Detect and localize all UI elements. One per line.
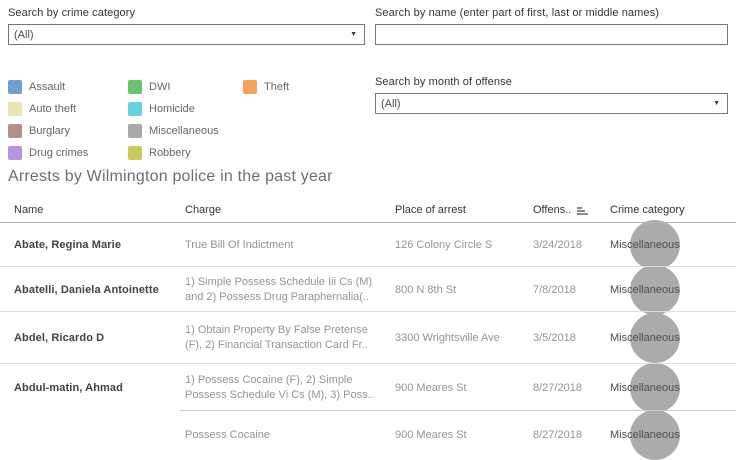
name-cell: Abatelli, Daniela Antoinette [14, 283, 159, 296]
legend-item-robbery[interactable]: Robbery [128, 146, 243, 160]
month-dropdown-value: (All) [381, 97, 401, 110]
name-search-input[interactable] [375, 24, 728, 45]
legend-item-theft[interactable]: Theft [243, 80, 289, 94]
category-cell: Miscellaneous [610, 313, 736, 363]
month-dropdown[interactable]: (All) ▼ [375, 93, 728, 114]
legend-item-label: Miscellaneous [149, 125, 219, 137]
legend-item-label: Homicide [149, 103, 195, 115]
legend-item-label: Drug crimes [29, 147, 89, 159]
legend-item-label: Robbery [149, 147, 191, 159]
row-divider [180, 410, 736, 411]
legend-item-label: Burglary [29, 125, 70, 137]
place-cell: 800 N 8th St [395, 283, 457, 296]
name-search-label: Search by name (enter part of first, las… [375, 7, 659, 19]
category-circle-mark[interactable] [630, 264, 680, 315]
assault-swatch-icon [8, 80, 22, 94]
name-search-filter: Search by name (enter part of first, las… [375, 7, 728, 45]
header-divider [0, 222, 736, 223]
category-label: Miscellaneous [610, 429, 680, 441]
legend-item-homicide[interactable]: Homicide [128, 102, 243, 116]
column-header-offense-label: Offens.. [533, 204, 572, 216]
chevron-down-icon: ▼ [350, 31, 357, 38]
legend-item-miscellaneous[interactable]: Miscellaneous [128, 124, 243, 138]
column-header-charge[interactable]: Charge [185, 204, 222, 216]
table-body: Abate, Regina Marie True Bill Of Indictm… [0, 220, 736, 460]
category-circle-mark[interactable] [630, 410, 680, 460]
category-circle-mark[interactable] [630, 362, 680, 413]
offense-date-cell: 3/5/2018 [533, 332, 576, 344]
legend-item-dwi[interactable]: DWI [128, 80, 243, 94]
theft-swatch-icon [243, 80, 257, 94]
place-cell: 126 Colony Circle S [395, 239, 493, 251]
auto-theft-swatch-icon [8, 102, 22, 116]
category-circle-mark[interactable] [630, 313, 680, 363]
homicide-swatch-icon [128, 102, 142, 116]
crime-category-filter: Search by crime category (All) ▼ [8, 7, 365, 45]
month-filter: Search by month of offense (All) ▼ [375, 76, 728, 114]
row-divider [0, 266, 736, 267]
offense-date-cell: 8/27/2018 [533, 381, 582, 394]
legend-column-1: Assault Auto theft Burglary Drug crimes [8, 80, 128, 160]
name-cell: Abdel, Ricardo D [14, 332, 105, 344]
charge-cell: 1) Simple Possess Schedule Iii Cs (M) an… [185, 275, 373, 303]
charge-cell: 1) Possess Cocaine (F), 2) Simple Posses… [185, 373, 374, 401]
table-row[interactable]: Abate, Regina Marie True Bill Of Indictm… [0, 220, 736, 270]
legend-column-3: Theft [243, 80, 289, 160]
table-row[interactable]: Possess Cocaine 900 Meares St 8/27/2018 … [0, 410, 736, 460]
sort-ascending-icon[interactable] [577, 206, 589, 215]
table-row[interactable]: Abdul-matin, Ahmad 1) Possess Cocaine (F… [0, 362, 736, 413]
legend-item-drug-crimes[interactable]: Drug crimes [8, 146, 128, 160]
place-cell: 900 Meares St [395, 429, 467, 441]
category-label: Miscellaneous [610, 283, 680, 296]
dwi-swatch-icon [128, 80, 142, 94]
column-header-name[interactable]: Name [14, 204, 44, 216]
legend-column-2: DWI Homicide Miscellaneous Robbery [128, 80, 243, 160]
crime-category-filter-label: Search by crime category [8, 7, 136, 19]
legend-item-auto-theft[interactable]: Auto theft [8, 102, 128, 116]
offense-date-cell: 8/27/2018 [533, 429, 582, 441]
crime-category-dropdown[interactable]: (All) ▼ [8, 24, 365, 45]
place-cell: 3300 Wrightsville Ave [395, 332, 500, 344]
legend-item-burglary[interactable]: Burglary [8, 124, 128, 138]
offense-date-cell: 7/8/2018 [533, 283, 576, 296]
month-filter-label: Search by month of offense [375, 76, 512, 88]
category-label: Miscellaneous [610, 381, 680, 394]
crime-category-legend: Assault Auto theft Burglary Drug crimes … [8, 80, 289, 160]
name-cell: Abate, Regina Marie [14, 239, 122, 251]
charge-cell: Possess Cocaine [185, 428, 270, 441]
offense-date-cell: 3/24/2018 [533, 239, 582, 251]
burglary-swatch-icon [8, 124, 22, 138]
place-cell: 900 Meares St [395, 381, 467, 394]
column-header-place[interactable]: Place of arrest [395, 204, 466, 216]
charge-cell: True Bill Of Indictment [185, 238, 294, 251]
table-header: Name Charge Place of arrest Offens.. Cri… [0, 202, 736, 222]
miscellaneous-swatch-icon [128, 124, 142, 138]
crime-category-dropdown-value: (All) [14, 28, 34, 41]
category-cell: Miscellaneous [610, 362, 736, 413]
category-label: Miscellaneous [610, 239, 680, 251]
robbery-swatch-icon [128, 146, 142, 160]
row-divider [0, 311, 736, 312]
legend-item-label: DWI [149, 81, 171, 93]
category-cell: Miscellaneous [610, 220, 736, 270]
row-divider [0, 363, 736, 364]
legend-item-label: Assault [29, 81, 66, 93]
legend-item-label: Auto theft [29, 103, 77, 115]
charge-cell: 1) Obtain Property By False Pretense (F)… [185, 324, 368, 351]
table-row[interactable]: Abdel, Ricardo D 1) Obtain Property By F… [0, 312, 736, 364]
category-cell: Miscellaneous [610, 410, 736, 460]
drug-crimes-swatch-icon [8, 146, 22, 160]
category-label: Miscellaneous [610, 332, 680, 344]
category-circle-mark[interactable] [630, 220, 680, 270]
table-row[interactable]: Abatelli, Daniela Antoinette 1) Simple P… [0, 264, 736, 315]
arrests-table: Name Charge Place of arrest Offens.. Cri… [0, 202, 736, 460]
chevron-down-icon: ▼ [713, 100, 720, 107]
name-cell: Abdul-matin, Ahmad [14, 381, 123, 394]
column-header-offense[interactable]: Offens.. [533, 204, 589, 216]
category-cell: Miscellaneous [610, 264, 736, 315]
legend-item-assault[interactable]: Assault [8, 80, 128, 94]
page-title: Arrests by Wilmington police in the past… [8, 168, 333, 185]
legend-item-label: Theft [264, 81, 290, 93]
column-header-category[interactable]: Crime category [610, 204, 685, 216]
